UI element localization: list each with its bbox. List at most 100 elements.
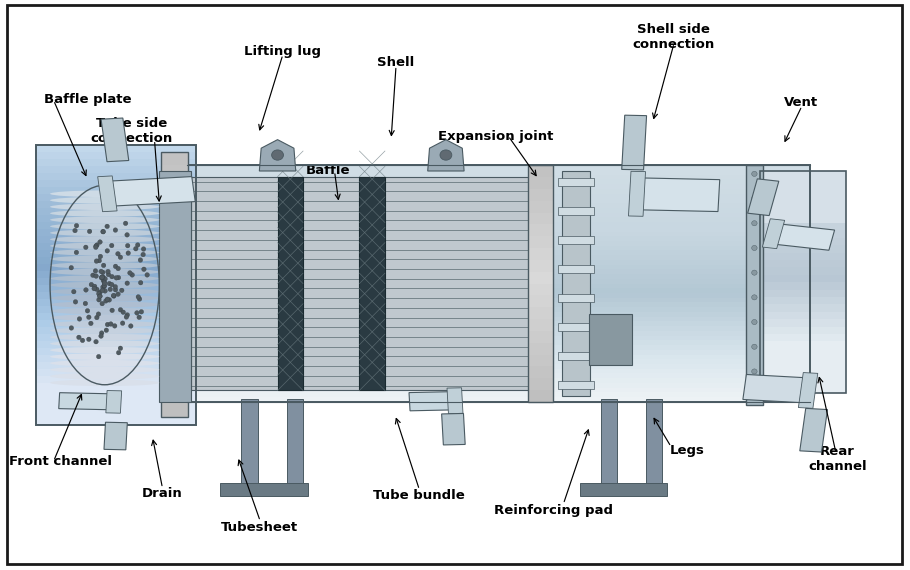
- Ellipse shape: [89, 282, 94, 287]
- Bar: [187, 189, 810, 194]
- Ellipse shape: [111, 293, 116, 298]
- Bar: [528, 260, 553, 272]
- Bar: [36, 180, 196, 187]
- Ellipse shape: [101, 278, 106, 283]
- Bar: [760, 223, 846, 230]
- Bar: [646, 399, 662, 487]
- Bar: [187, 312, 810, 317]
- Bar: [36, 285, 196, 292]
- Ellipse shape: [110, 308, 115, 312]
- Ellipse shape: [50, 282, 159, 288]
- Bar: [187, 246, 810, 250]
- Bar: [746, 165, 763, 405]
- Ellipse shape: [102, 284, 106, 288]
- Ellipse shape: [108, 321, 113, 326]
- Bar: [106, 177, 196, 206]
- Ellipse shape: [50, 347, 159, 353]
- Ellipse shape: [440, 150, 451, 160]
- Bar: [187, 184, 810, 189]
- Ellipse shape: [69, 266, 74, 270]
- Text: Baffle: Baffle: [306, 165, 349, 177]
- Bar: [187, 279, 810, 284]
- Ellipse shape: [106, 272, 111, 277]
- Ellipse shape: [136, 315, 141, 320]
- Ellipse shape: [94, 340, 98, 344]
- Bar: [161, 165, 188, 178]
- Bar: [359, 177, 385, 390]
- Text: Tubesheet: Tubesheet: [221, 521, 298, 534]
- Bar: [36, 159, 196, 166]
- Bar: [36, 341, 196, 348]
- Bar: [187, 165, 810, 170]
- Ellipse shape: [73, 228, 77, 233]
- Bar: [589, 314, 632, 365]
- Ellipse shape: [142, 267, 147, 271]
- Ellipse shape: [50, 334, 159, 340]
- Bar: [743, 374, 810, 403]
- Bar: [528, 355, 553, 367]
- Ellipse shape: [752, 270, 757, 275]
- Ellipse shape: [94, 245, 98, 250]
- Ellipse shape: [113, 228, 117, 233]
- Ellipse shape: [109, 243, 114, 248]
- Ellipse shape: [752, 319, 757, 325]
- Bar: [161, 351, 188, 364]
- Bar: [760, 327, 846, 334]
- Bar: [36, 327, 196, 334]
- Bar: [36, 215, 196, 222]
- Ellipse shape: [101, 263, 106, 268]
- Ellipse shape: [136, 243, 140, 247]
- Bar: [760, 253, 846, 260]
- Bar: [187, 241, 810, 246]
- Bar: [187, 288, 810, 293]
- Bar: [409, 392, 456, 411]
- Ellipse shape: [95, 243, 99, 247]
- Bar: [528, 236, 553, 248]
- Bar: [36, 187, 196, 194]
- Ellipse shape: [86, 337, 91, 341]
- Ellipse shape: [96, 298, 101, 302]
- Ellipse shape: [103, 288, 107, 293]
- Bar: [760, 371, 846, 378]
- Ellipse shape: [50, 255, 159, 262]
- Bar: [187, 350, 810, 355]
- Ellipse shape: [99, 269, 104, 274]
- Bar: [161, 179, 188, 192]
- Ellipse shape: [752, 393, 757, 399]
- Ellipse shape: [113, 284, 117, 289]
- Bar: [187, 298, 810, 303]
- Bar: [187, 222, 810, 227]
- Ellipse shape: [137, 297, 142, 302]
- Ellipse shape: [752, 196, 757, 201]
- Bar: [760, 386, 846, 393]
- Bar: [36, 194, 196, 201]
- Ellipse shape: [74, 250, 78, 255]
- Bar: [241, 399, 258, 487]
- Ellipse shape: [121, 310, 126, 315]
- Bar: [36, 410, 196, 418]
- Bar: [528, 378, 553, 390]
- Bar: [161, 337, 188, 351]
- Bar: [558, 294, 594, 302]
- Bar: [187, 227, 810, 231]
- Ellipse shape: [97, 290, 102, 295]
- Ellipse shape: [104, 299, 108, 303]
- Ellipse shape: [116, 251, 120, 256]
- Ellipse shape: [271, 150, 284, 160]
- Bar: [161, 404, 188, 417]
- Ellipse shape: [92, 286, 96, 291]
- Ellipse shape: [86, 308, 90, 313]
- Ellipse shape: [87, 229, 92, 234]
- Bar: [760, 267, 846, 275]
- Ellipse shape: [141, 253, 146, 257]
- Bar: [558, 323, 594, 331]
- Bar: [36, 306, 196, 313]
- Ellipse shape: [112, 294, 116, 298]
- Bar: [187, 383, 810, 388]
- Bar: [36, 243, 196, 250]
- Ellipse shape: [91, 273, 96, 278]
- Ellipse shape: [50, 295, 159, 302]
- Ellipse shape: [95, 287, 99, 292]
- Ellipse shape: [134, 246, 138, 251]
- Bar: [760, 238, 846, 245]
